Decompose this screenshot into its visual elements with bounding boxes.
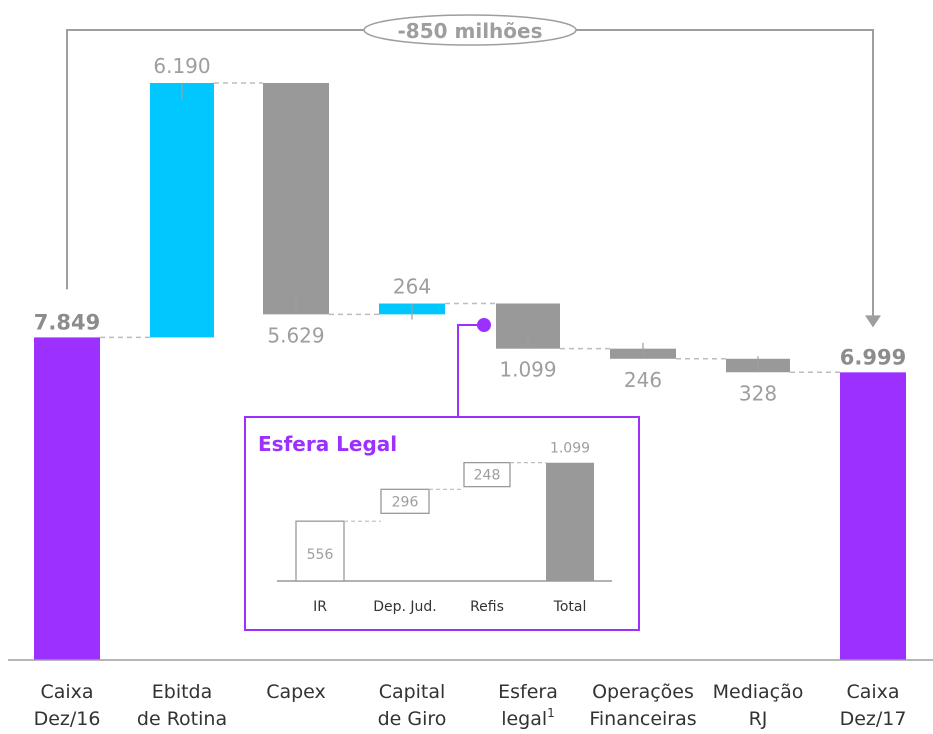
inset-category-label: Total [553,599,587,615]
bar-ebitda [150,82,214,338]
value-label-capgiro: 264 [393,274,431,298]
category-label-esfera: Esfera legal1 [498,681,558,730]
category-line: Dez/16 [34,708,101,730]
inset-title: Esfera Legal [258,432,397,456]
change-annotation: -850 milhões [66,14,881,328]
category-line: de Rotina [137,708,227,730]
bar-caixa16 [34,337,100,660]
category-label-caixa16: Caixa Dez/16 [34,681,101,730]
value-label-ebitda: 6.190 [153,54,210,78]
inset-connector-dot [477,318,491,332]
value-label-opfin: 246 [624,368,662,392]
inset-category-label: Refis [470,599,504,615]
category-line: Mediação [713,681,804,703]
category-line: legal [501,708,547,730]
arrow-head-icon [865,315,881,328]
category-superscript: 1 [547,706,555,720]
category-label-capex: Capex [266,681,326,703]
bars [34,82,906,660]
category-label-ebitda: Ebitda de Rotina [137,681,227,730]
inset-bar-total [546,462,594,581]
inset-value-label: 556 [307,547,334,563]
category-line: Capex [266,681,326,703]
value-label-caixa16: 7.849 [34,310,100,334]
category-label-capgiro: Capital de Giro [378,681,447,730]
value-label-esfera: 1.099 [499,358,556,382]
inset-connector [457,324,484,417]
bar-caixa17 [840,372,906,660]
connector-lines [100,82,840,374]
change-ellipse [363,14,577,46]
inset-value-label: 296 [392,494,419,510]
category-line: Caixa [846,681,899,703]
inset-category-label: Dep. Jud. [373,599,437,615]
inset-box-1 [380,488,430,514]
bar-capex [263,82,329,315]
value-label-caixa17: 6.999 [840,345,906,369]
inset-callout: Esfera Legal 556 IR 296 Dep. Jud. 248 Refis 1.… [244,318,640,631]
category-line: Ebitda [152,681,213,703]
category-line: Dez/17 [840,708,907,730]
category-line: RJ [749,708,768,730]
category-line: Financeiras [589,708,696,730]
inset-value-label: 248 [474,468,501,484]
category-line: Esfera [498,681,558,703]
category-line: Caixa [40,681,93,703]
category-labels: Caixa Dez/16 Ebitda de Rotina Capex Capital de… [34,681,907,730]
change-annotation-text: -850 milhões [397,19,542,43]
category-label-opfin: Operações Financeiras [589,681,696,730]
category-label-caixa17: Caixa Dez/17 [840,681,907,730]
inset-box-2 [463,461,511,488]
category-line: Operações [592,681,694,703]
value-label-rj: 328 [739,381,777,405]
inset-box-0 [295,520,345,582]
value-label-capex: 5.629 [267,323,324,347]
inset-marks: 556 IR 296 Dep. Jud. 248 Refis 1.099 Total [295,441,594,615]
category-line: de Giro [378,708,447,730]
value-labels: 7.849 6.190 5.629 264 1.099 246 328 6.999 [34,54,906,405]
inset-category-label: IR [313,599,327,615]
inset-value-label: 1.099 [550,441,590,457]
category-line: Capital [379,681,446,703]
category-label-rj: Mediação RJ [713,681,804,730]
